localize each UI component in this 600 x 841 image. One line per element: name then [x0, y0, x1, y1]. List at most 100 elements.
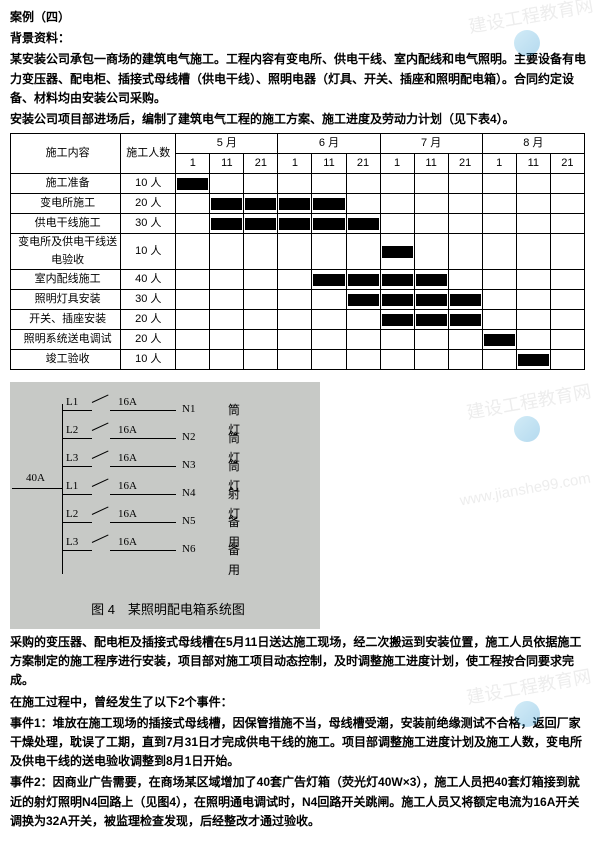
gantt-cell: [278, 174, 312, 194]
table-row: 室内配线施工40 人: [11, 270, 585, 290]
gantt-cell: [278, 310, 312, 330]
gantt-cell: [482, 214, 516, 234]
tick-header: 1: [482, 154, 516, 174]
table-row: 照明系统送电调试20 人: [11, 330, 585, 350]
tick-header: 1: [380, 154, 414, 174]
phase-label: L2: [66, 506, 78, 524]
amp-label: 16A: [118, 422, 137, 440]
task-cell: 供电干线施工: [11, 214, 121, 234]
gantt-cell: [448, 234, 482, 270]
watermark-text-en: www.jianshe99.com: [458, 467, 593, 514]
gantt-cell: [414, 174, 448, 194]
gantt-cell: [312, 330, 346, 350]
gantt-cell: [278, 290, 312, 310]
gantt-cell: [414, 270, 448, 290]
gantt-bar: [518, 354, 549, 366]
people-cell: 30 人: [121, 290, 176, 310]
gantt-cell: [550, 174, 584, 194]
gantt-cell: [550, 310, 584, 330]
gantt-cell: [448, 270, 482, 290]
gantt-cell: [414, 290, 448, 310]
gantt-cell: [244, 174, 278, 194]
task-cell: 变电所施工: [11, 194, 121, 214]
month-7: 7 月: [380, 134, 482, 154]
tick-header: 1: [278, 154, 312, 174]
bg-heading: 背景资料：: [10, 29, 590, 48]
task-cell: 变电所及供电干线送电验收: [11, 234, 121, 270]
gantt-cell: [516, 350, 550, 370]
amp-label: 16A: [118, 478, 137, 496]
gantt-cell: [210, 310, 244, 330]
gantt-cell: [380, 234, 414, 270]
col-people: 施工人数: [121, 134, 176, 174]
gantt-cell: [346, 174, 380, 194]
gantt-cell: [346, 290, 380, 310]
gantt-bar: [348, 294, 379, 306]
gantt-cell: [312, 214, 346, 234]
gantt-cell: [516, 290, 550, 310]
gantt-cell: [312, 194, 346, 214]
gantt-bar: [245, 218, 276, 230]
gantt-cell: [346, 330, 380, 350]
task-cell: 室内配线施工: [11, 270, 121, 290]
gantt-cell: [346, 310, 380, 330]
n-label: N1: [182, 401, 195, 419]
gantt-cell: [448, 290, 482, 310]
gantt-cell: [482, 310, 516, 330]
gantt-cell: [176, 234, 210, 270]
n-label: N6: [182, 541, 195, 559]
table-row: 施工准备10 人: [11, 174, 585, 194]
phase-label: L1: [66, 478, 78, 496]
gantt-cell: [516, 214, 550, 234]
gantt-cell: [482, 290, 516, 310]
tick-header: 1: [176, 154, 210, 174]
gantt-cell: [414, 214, 448, 234]
gantt-cell: [244, 270, 278, 290]
p5: 在施工过程中，曾经发生了以下2个事件：: [10, 693, 590, 712]
gantt-cell: [210, 234, 244, 270]
gantt-cell: [448, 350, 482, 370]
gantt-bar: [382, 294, 413, 306]
gantt-cell: [482, 350, 516, 370]
p6: 事件1：堆放在施工现场的插接式母线槽，因保管措施不当，母线槽受潮，安装前绝缘测试…: [10, 714, 590, 772]
table-row: 照明灯具安装30 人: [11, 290, 585, 310]
circuit-branch: L116AN4射灯: [62, 494, 212, 495]
gantt-table: 施工内容 施工人数 5 月 6 月 7 月 8 月 11121111211112…: [10, 133, 585, 370]
gantt-cell: [176, 194, 210, 214]
gantt-cell: [210, 194, 244, 214]
gantt-cell: [550, 350, 584, 370]
gantt-cell: [448, 310, 482, 330]
gantt-bar: [382, 246, 413, 258]
gantt-cell: [312, 234, 346, 270]
gantt-cell: [278, 194, 312, 214]
gantt-cell: [312, 310, 346, 330]
tick-header: 21: [550, 154, 584, 174]
gantt-bar: [245, 198, 276, 210]
load-label: 备用: [228, 541, 240, 579]
gantt-cell: [210, 350, 244, 370]
gantt-bar: [177, 178, 208, 190]
gantt-cell: [278, 330, 312, 350]
tick-header: 11: [414, 154, 448, 174]
table-row: 竣工验收10 人: [11, 350, 585, 370]
gantt-cell: [516, 194, 550, 214]
gantt-cell: [516, 310, 550, 330]
gantt-bar: [382, 274, 413, 286]
gantt-bar: [382, 314, 413, 326]
circuit-branch: L316AN3筒灯: [62, 466, 212, 467]
gantt-cell: [380, 194, 414, 214]
n-label: N3: [182, 457, 195, 475]
gantt-cell: [176, 310, 210, 330]
gantt-cell: [550, 194, 584, 214]
gantt-cell: [414, 310, 448, 330]
amp-label: 16A: [118, 506, 137, 524]
gantt-cell: [346, 234, 380, 270]
gantt-cell: [176, 174, 210, 194]
gantt-cell: [176, 214, 210, 234]
gantt-cell: [414, 330, 448, 350]
col-task: 施工内容: [11, 134, 121, 174]
table-row: 变电所及供电干线送电验收10 人: [11, 234, 585, 270]
gantt-bar: [279, 218, 310, 230]
gantt-cell: [312, 270, 346, 290]
month-8: 8 月: [482, 134, 584, 154]
